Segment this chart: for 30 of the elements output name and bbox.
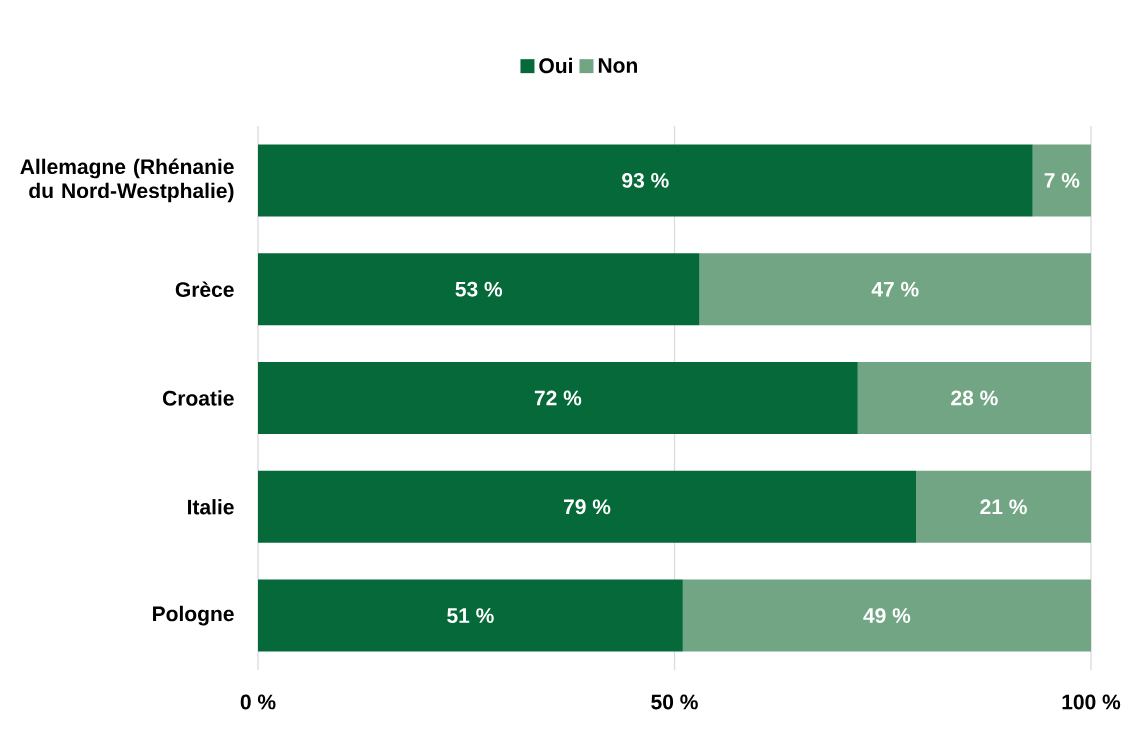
bar <box>1032 144 1091 217</box>
data-label: 47 % <box>871 281 919 297</box>
data-label: 51 % <box>447 608 494 623</box>
legend-label: Oui <box>539 57 572 74</box>
bar <box>682 579 1091 652</box>
x-tick-label: 0 % <box>240 694 276 710</box>
y-tick-label: Italie <box>188 499 234 515</box>
data-label: 49 % <box>863 608 911 624</box>
y-tick-label: Pologne <box>153 605 234 626</box>
data-label: 79 % <box>564 499 611 515</box>
bar <box>258 470 917 543</box>
bar <box>258 253 700 326</box>
y-tick-label: Grèce <box>175 281 234 297</box>
data-label: 72 % <box>534 390 582 406</box>
data-label: 21 % <box>980 499 1027 515</box>
y-tick-label: Croatie <box>162 390 234 406</box>
x-tick-label: 50 % <box>651 694 698 710</box>
data-label: 7 % <box>1044 172 1080 188</box>
data-label: 28 % <box>951 390 998 406</box>
legend-label: Non <box>598 58 637 73</box>
data-label: 93 % <box>622 172 669 188</box>
bar <box>258 361 858 434</box>
y-tick-label: Allemagne (Rhénanie du Nord-Westphalie) <box>20 158 234 203</box>
bar <box>916 470 1091 543</box>
bar <box>258 144 1033 217</box>
data-label: 53 % <box>455 281 503 297</box>
bar <box>699 253 1091 326</box>
bar <box>258 579 683 652</box>
x-tick-label: 100 % <box>1062 694 1121 710</box>
bar <box>857 361 1091 434</box>
